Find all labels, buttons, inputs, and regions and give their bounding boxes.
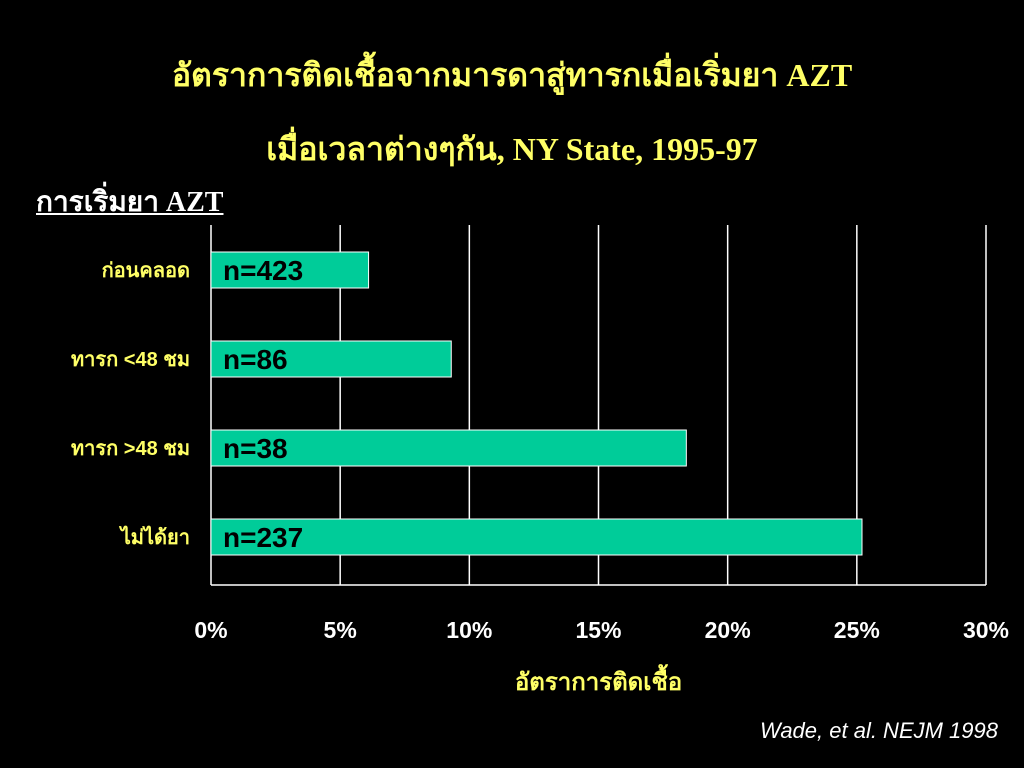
bar-data-label: n=38 — [223, 433, 288, 464]
bar-data-label: n=237 — [223, 522, 303, 553]
x-tick-label: 15% — [575, 617, 621, 643]
y-category-label: ก่อนคลอด — [102, 260, 190, 282]
x-tick-label: 20% — [705, 617, 751, 643]
y-category-label: ทารก <48 ชม — [71, 349, 190, 371]
chart-subtitle: การเริ่มยา AZT — [36, 187, 224, 218]
x-tick-label: 10% — [446, 617, 492, 643]
y-category-label: ทารก >48 ชม — [71, 438, 190, 460]
x-tick-label: 0% — [194, 617, 227, 643]
x-axis-label: อัตราการติดเชื้อ — [515, 663, 682, 696]
chart-title-line2: เมื่อเวลาต่างๆกัน, NY State, 1995-97 — [266, 131, 758, 167]
bar — [210, 340, 452, 378]
bar-data-label: n=423 — [223, 255, 303, 286]
x-tick-label: 5% — [324, 617, 357, 643]
x-tick-label: 30% — [963, 617, 1009, 643]
source-citation: Wade, et al. NEJM 1998 — [759, 718, 998, 743]
chart-title-line1: อัตราการติดเชื้อจากมารดาสู่ทารกเมื่อเริ่… — [171, 57, 853, 93]
x-tick-label: 25% — [834, 617, 880, 643]
bar — [210, 518, 863, 556]
y-category-label: ไม่ได้ยา — [119, 525, 190, 549]
bar — [210, 429, 687, 467]
bar — [210, 251, 370, 289]
bar-data-label: n=86 — [223, 344, 288, 375]
